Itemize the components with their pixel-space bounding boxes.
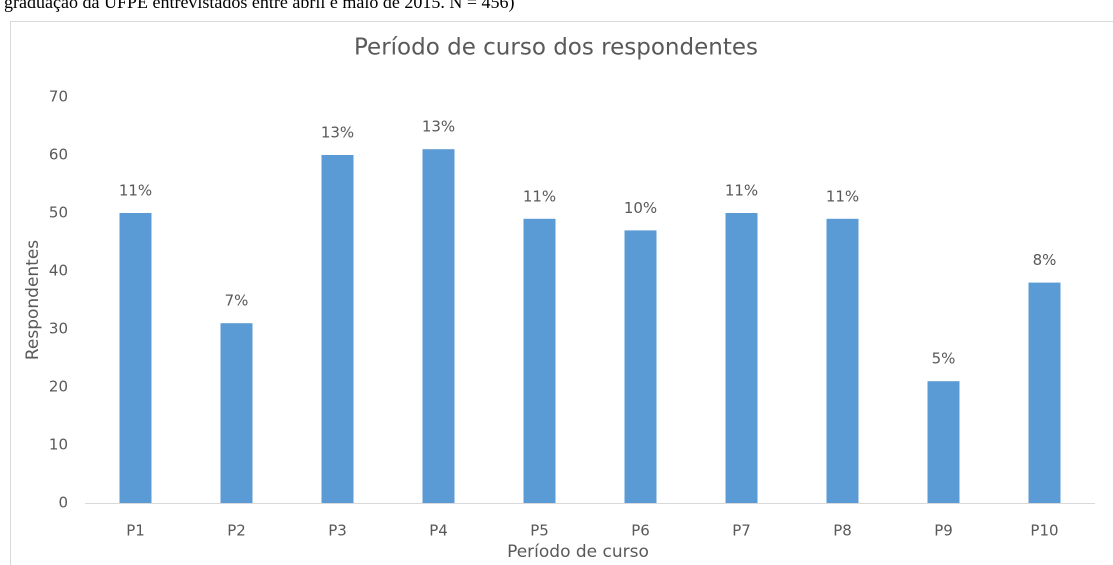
- y-axis-title: Respondentes: [23, 240, 43, 360]
- bar: [523, 218, 556, 504]
- x-tick-label: P3: [328, 522, 347, 540]
- y-tick-label: 0: [58, 494, 68, 512]
- bar: [624, 230, 657, 503]
- bar: [1028, 282, 1061, 503]
- x-tick-label: P10: [1030, 522, 1058, 540]
- bar: [119, 213, 152, 503]
- chart-title: Período de curso dos respondentes: [354, 35, 758, 61]
- x-tick-label: P5: [530, 522, 549, 540]
- bar: [927, 381, 960, 503]
- bar: [826, 218, 859, 504]
- bar: [725, 213, 758, 503]
- chart-border: [10, 21, 1113, 565]
- x-tick-label: P2: [227, 522, 246, 540]
- y-tick-label: 50: [49, 204, 68, 222]
- data-label: 11%: [523, 187, 556, 205]
- bar: [321, 155, 354, 503]
- data-label: 11%: [826, 187, 859, 205]
- y-tick-label: 30: [49, 320, 68, 338]
- y-tick-label: 40: [49, 262, 68, 280]
- x-tick-label: P6: [631, 522, 650, 540]
- y-tick-label: 60: [49, 146, 68, 164]
- data-label: 10%: [624, 199, 657, 217]
- data-label: 7%: [225, 292, 249, 310]
- data-label: 13%: [422, 118, 455, 136]
- x-tick-label: P8: [833, 522, 852, 540]
- y-tick-label: 70: [49, 88, 68, 106]
- x-tick-label: P1: [126, 522, 145, 540]
- x-tick-label: P9: [934, 522, 953, 540]
- data-label: 11%: [119, 182, 152, 200]
- data-label: 11%: [725, 182, 758, 200]
- x-axis-title: Período de curso: [507, 542, 649, 562]
- y-tick-label: 10: [49, 436, 68, 454]
- bar: [220, 323, 253, 503]
- caption: graduação da UFPE entrevistados entre ab…: [4, 0, 515, 13]
- data-label: 5%: [932, 350, 956, 368]
- data-label: 13%: [321, 124, 354, 142]
- data-label: 8%: [1033, 251, 1057, 269]
- y-tick-label: 20: [49, 378, 68, 396]
- x-tick-label: P4: [429, 522, 448, 540]
- bar: [422, 149, 455, 503]
- x-tick-label: P7: [732, 522, 751, 540]
